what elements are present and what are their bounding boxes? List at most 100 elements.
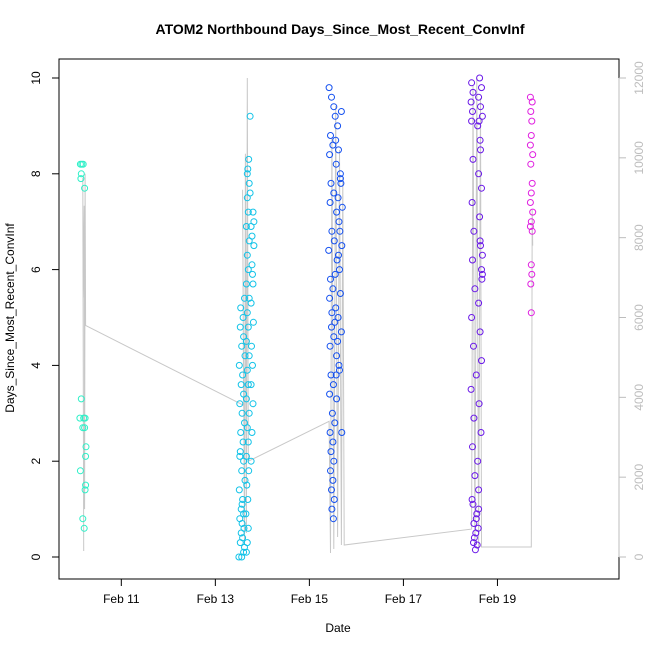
data-point	[528, 117, 536, 125]
data-point	[529, 208, 537, 216]
data-point	[326, 429, 334, 436]
data-point	[236, 515, 244, 523]
data-point	[77, 395, 85, 403]
data-point	[245, 467, 253, 475]
data-point	[477, 242, 484, 250]
data-point	[469, 256, 476, 264]
data-point	[478, 184, 485, 192]
data-point	[82, 452, 90, 460]
data-point	[327, 275, 334, 283]
data-point	[239, 438, 247, 446]
data-point	[469, 88, 477, 96]
y2-tick-label: 4000	[632, 384, 646, 411]
data-point	[478, 112, 486, 120]
data-point	[468, 199, 476, 206]
data-point	[247, 299, 255, 307]
data-point	[467, 385, 475, 393]
data-point	[238, 553, 246, 561]
data-point	[248, 232, 256, 240]
data-point	[476, 213, 484, 221]
data-point	[245, 179, 253, 187]
data-point	[332, 160, 340, 168]
data-point	[81, 424, 89, 432]
data-point	[328, 486, 335, 494]
data-point	[244, 438, 252, 446]
data-point	[242, 223, 250, 230]
data-point	[235, 486, 243, 494]
data-point	[248, 429, 256, 436]
data-point	[248, 342, 255, 350]
data-point	[478, 251, 486, 259]
y-tick-label: 0	[29, 553, 43, 560]
data-point	[330, 237, 338, 245]
data-point	[239, 371, 247, 379]
data-point	[241, 352, 249, 360]
x-tick-label: Feb 15	[291, 592, 329, 606]
data-point	[469, 443, 476, 451]
data-point	[478, 275, 486, 283]
data-point	[250, 218, 258, 226]
data-point	[468, 314, 476, 321]
data-point	[526, 199, 534, 206]
data-point	[474, 457, 482, 465]
x-tick-label: Feb 13	[197, 592, 235, 606]
data-point	[335, 218, 343, 226]
y2-tick-label: 0	[632, 553, 646, 560]
data-point	[526, 93, 534, 101]
data-point	[526, 223, 534, 230]
data-point	[336, 170, 344, 178]
data-point	[470, 534, 478, 542]
data-point	[81, 184, 89, 192]
data-point	[528, 179, 536, 187]
data-point	[336, 266, 343, 274]
data-point	[478, 270, 486, 278]
data-point	[527, 280, 535, 288]
data-point	[469, 500, 477, 508]
data-point	[240, 524, 248, 532]
data-point	[338, 429, 346, 436]
data-point	[529, 151, 537, 159]
data-point	[327, 132, 334, 139]
y-axis: 0 2 4 6 8 10	[29, 71, 60, 560]
data-point	[468, 117, 476, 125]
data-point	[244, 266, 252, 274]
data-point	[326, 199, 334, 206]
data-point	[77, 170, 85, 178]
data-point	[527, 160, 535, 168]
data-point	[249, 280, 257, 288]
data-point	[331, 419, 339, 427]
data-point	[246, 112, 254, 120]
data-point	[336, 290, 344, 297]
data-point	[336, 227, 344, 235]
series-2	[325, 84, 346, 523]
data-point	[236, 448, 244, 456]
data-point	[476, 328, 484, 336]
data-point	[242, 395, 250, 403]
data-point	[330, 457, 338, 465]
data-point	[76, 467, 84, 475]
y2-tick-label: 6000	[632, 304, 646, 331]
data-point	[250, 242, 258, 250]
data-point	[468, 496, 476, 503]
data-point	[470, 227, 478, 235]
data-point	[237, 429, 245, 436]
data-point	[475, 170, 483, 178]
y-tick-label: 6	[29, 266, 43, 273]
data-point	[239, 314, 247, 321]
data-point	[249, 361, 256, 369]
data-points	[76, 74, 537, 561]
data-point	[249, 270, 256, 278]
data-point	[329, 515, 337, 523]
data-point	[475, 400, 483, 408]
data-point	[474, 524, 482, 532]
data-point	[242, 280, 250, 288]
data-point	[335, 361, 343, 369]
data-point	[334, 314, 342, 321]
data-point	[76, 414, 84, 422]
data-point	[528, 270, 536, 278]
data-point	[330, 189, 338, 197]
data-point	[475, 505, 483, 513]
data-point	[331, 270, 339, 278]
data-point	[236, 400, 244, 408]
